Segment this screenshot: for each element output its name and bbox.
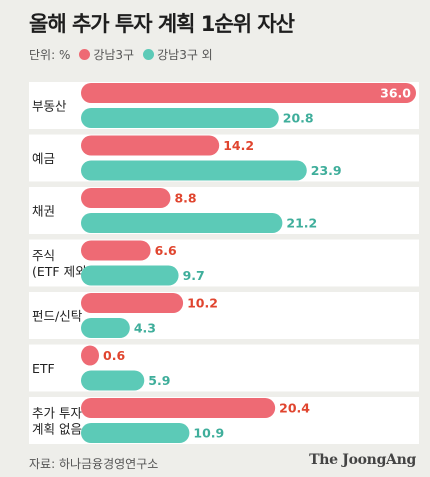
- bar-gangnam: [81, 345, 99, 366]
- bar-gangnam: [81, 293, 184, 313]
- bar-gangnam: [81, 398, 276, 418]
- bar-other: [81, 370, 145, 391]
- value-label-gangnam: 0.6: [103, 348, 125, 363]
- unit-label: 단위: %: [29, 48, 71, 62]
- bar-other: [81, 318, 130, 338]
- chart-title: 올해 추가 투자 계획 1순위 자산: [29, 12, 295, 36]
- legend-swatch-other: [143, 49, 155, 60]
- legend: 단위: % 강남3구 강남3구 외: [29, 46, 213, 63]
- bar-gangnam: [81, 240, 151, 261]
- category-label: 예금: [32, 151, 55, 166]
- chart-area: 부동산 36.0 20.8 예금 14.2 23.9 채권 8.8 21.2 주식 (ETF 제외)…: [29, 78, 419, 450]
- bar-other: [81, 160, 307, 181]
- brand-logo: The JoongAng: [309, 452, 416, 468]
- value-label-other: 5.9: [148, 373, 170, 388]
- value-label-other: 10.9: [193, 426, 224, 441]
- category-label: 계획 없음: [32, 422, 82, 437]
- value-label-other: 20.8: [283, 111, 314, 126]
- bar-other: [81, 108, 279, 128]
- legend-swatch-gangnam: [79, 49, 91, 60]
- bar-gangnam: [81, 83, 416, 103]
- category-label: 채권: [32, 204, 55, 219]
- category-label: 주식: [32, 248, 55, 263]
- category-label: (ETF 제외): [32, 264, 91, 279]
- value-label-gangnam: 14.2: [223, 138, 254, 153]
- value-label-gangnam: 36.0: [380, 86, 411, 101]
- value-label-gangnam: 20.4: [279, 401, 310, 416]
- legend-label-gangnam: 강남3구: [93, 48, 135, 62]
- category-label: 펀드/신탁: [32, 309, 83, 324]
- value-label-gangnam: 6.6: [155, 243, 177, 258]
- bar-gangnam: [81, 135, 220, 156]
- value-label-other: 23.9: [311, 163, 342, 178]
- value-label-other: 4.3: [134, 321, 156, 336]
- category-label: 부동산: [32, 99, 67, 114]
- bar-gangnam: [81, 188, 171, 208]
- category-label: 추가 투자: [32, 406, 82, 421]
- bar-other: [81, 423, 190, 443]
- legend-label-other: 강남3구 외: [157, 48, 213, 62]
- bar-chart: 부동산 36.0 20.8 예금 14.2 23.9 채권 8.8 21.2 주식(ETF 제외)…: [29, 82, 419, 444]
- category-label: ETF: [32, 361, 55, 376]
- bar-other: [81, 213, 283, 233]
- value-label-other: 21.2: [286, 216, 317, 231]
- value-label-gangnam: 10.2: [187, 296, 218, 311]
- source-note: 자료: 하나금융경영연구소: [29, 457, 159, 471]
- value-label-other: 9.7: [183, 268, 205, 283]
- bar-other: [81, 265, 179, 286]
- value-label-gangnam: 8.8: [174, 191, 196, 206]
